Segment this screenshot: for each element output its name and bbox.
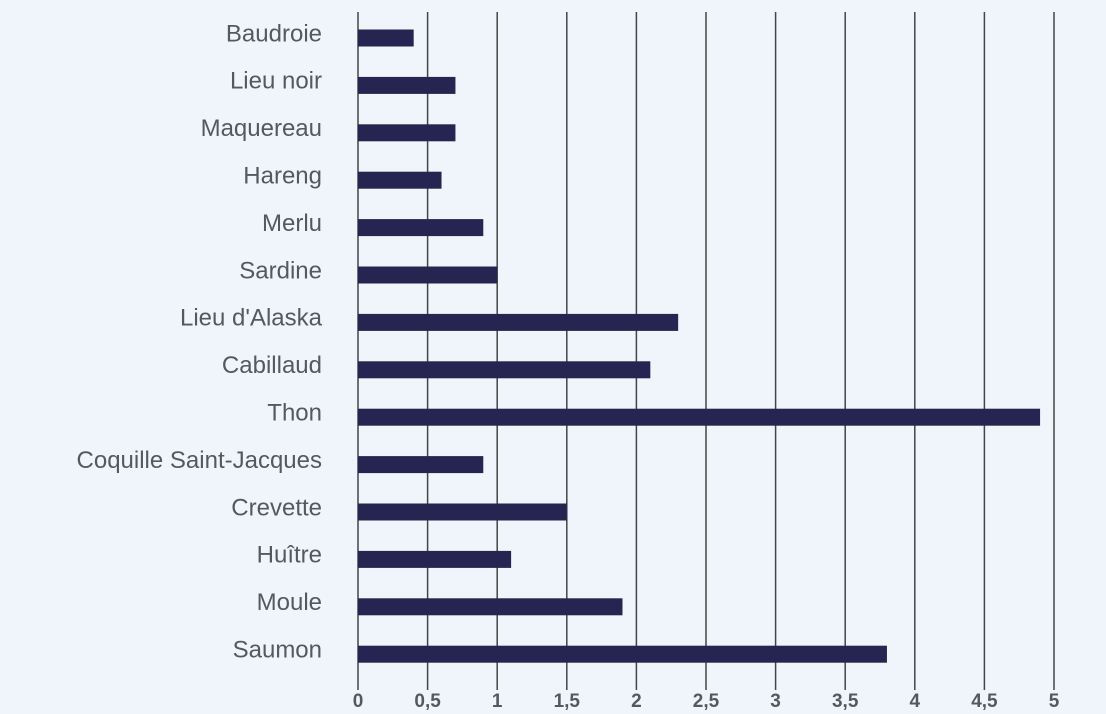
x-tick-label: 3,5: [832, 691, 859, 712]
y-tick-label: Baudroie: [226, 20, 322, 47]
bar: [358, 408, 1041, 426]
y-tick-label: Cabillaud: [222, 352, 322, 379]
x-tick-label: 3: [770, 691, 781, 712]
y-tick-label: Maquereau: [201, 115, 322, 142]
y-tick-label: Lieu noir: [230, 68, 322, 95]
x-tick-label: 0,5: [414, 691, 441, 712]
bar: [358, 76, 456, 94]
x-tick-label: 0: [353, 691, 364, 712]
y-tick-label: Coquille Saint-Jacques: [77, 447, 322, 474]
bar: [358, 171, 442, 189]
bar: [358, 124, 456, 142]
bar: [358, 219, 484, 237]
y-tick-label: Merlu: [262, 210, 322, 237]
x-tick-label: 5: [1049, 691, 1060, 712]
x-tick-label: 4: [910, 691, 921, 712]
bar: [358, 361, 651, 379]
y-tick-label: Huître: [257, 542, 322, 569]
x-tick-label: 2,5: [693, 691, 720, 712]
bar: [358, 29, 414, 47]
x-tick-label: 2: [631, 691, 642, 712]
x-tick-label: 1: [492, 691, 503, 712]
y-tick-label: Lieu d'Alaska: [180, 305, 323, 332]
bar: [358, 645, 887, 663]
y-tick-label: Crevette: [231, 494, 322, 521]
bar: [358, 550, 512, 568]
y-tick-label: Hareng: [243, 163, 322, 190]
x-tick-label: 1,5: [554, 691, 581, 712]
y-tick-label: Thon: [267, 400, 322, 427]
bar: [358, 598, 623, 616]
y-tick-label: Moule: [257, 589, 322, 616]
bar: [358, 266, 498, 284]
y-tick-label: Sardine: [239, 257, 322, 284]
bar: [358, 313, 679, 331]
bar: [358, 456, 484, 474]
bar: [358, 503, 567, 521]
x-tick-label: 4,5: [971, 691, 998, 712]
y-tick-label: Saumon: [233, 637, 322, 664]
